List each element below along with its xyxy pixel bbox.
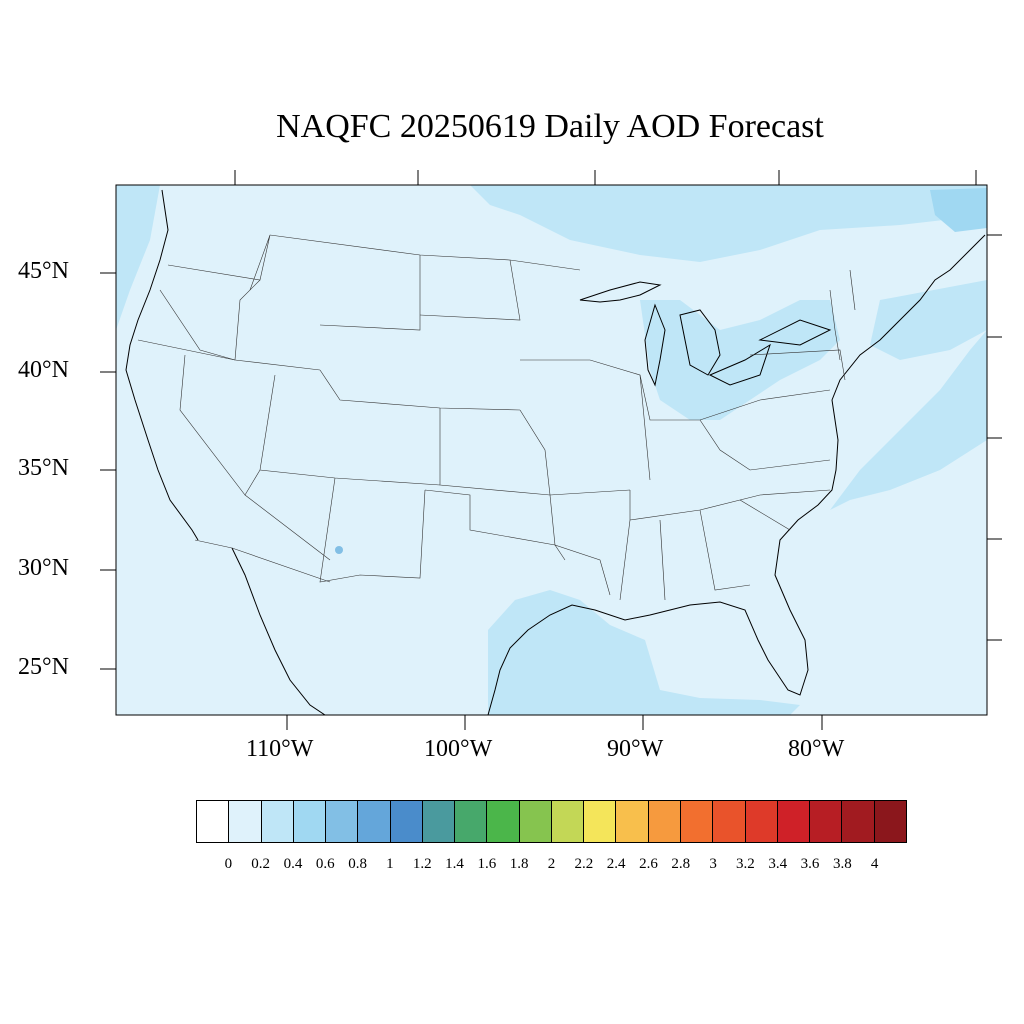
colorbar-swatch: [648, 801, 681, 842]
colorbar-swatch: [551, 801, 585, 842]
colorbar-swatch: [680, 801, 714, 842]
colorbar-swatch: [293, 801, 327, 842]
map-ticks: [100, 170, 1002, 730]
colorbar-swatch: [519, 801, 552, 842]
colorbar-swatch: [874, 801, 906, 842]
colorbar: [196, 800, 907, 843]
aod-region-atlantic: [830, 330, 987, 510]
colorbar-tick-label: 2.6: [639, 856, 658, 872]
colorbar-tick-label: 0: [224, 856, 233, 872]
lon-label-110w: 110°W: [246, 736, 314, 762]
lon-label-80w: 80°W: [788, 736, 845, 762]
map-frame: [115, 184, 988, 716]
lon-label-90w: 90°W: [607, 736, 664, 762]
colorbar-tick-label: 2: [547, 856, 556, 872]
aod-region-stlawrence: [930, 188, 987, 232]
colorbar-tick-label: 2.4: [606, 856, 626, 872]
lat-label-30: 30°N: [18, 555, 69, 581]
colorbar-swatch: [197, 801, 230, 842]
us-coastline: [125, 189, 986, 715]
colorbar-swatch: [261, 801, 294, 842]
colorbar-swatch: [422, 801, 456, 842]
colorbar-tick-label: 4: [870, 856, 879, 872]
colorbar-swatch: [842, 801, 875, 842]
lat-label-35: 35°N: [18, 455, 69, 481]
colorbar-swatch: [358, 801, 391, 842]
colorbar-swatch: [745, 801, 778, 842]
colorbar-swatch: [229, 801, 262, 842]
colorbar-tick-label: 1: [386, 856, 394, 872]
colorbar-tick-label: 2.8: [671, 856, 691, 872]
colorbar-tick-label: 3.4: [768, 856, 788, 872]
map-title: NAQFC 20250619 Daily AOD Forecast: [276, 108, 824, 145]
aod-region-pacific: [116, 185, 160, 330]
great-lakes: [579, 281, 832, 387]
aod-hotspot-newmexico: [335, 546, 343, 554]
colorbar-swatch: [487, 801, 520, 842]
aod-region-greatlakes: [640, 300, 840, 420]
colorbar-tick-label: 2.2: [574, 856, 594, 872]
colorbar-tick-label: 1.2: [412, 856, 432, 872]
lat-label-40: 40°N: [18, 357, 69, 383]
colorbar-swatch: [455, 801, 488, 842]
colorbar-swatch: [326, 801, 359, 842]
colorbar-swatch: [390, 801, 423, 842]
lon-label-100w: 100°W: [424, 736, 493, 762]
lat-label-45: 45°N: [18, 258, 69, 284]
colorbar-swatch: [777, 801, 811, 842]
colorbar-tick-label: 3.6: [800, 856, 820, 872]
colorbar-tick-label: 1.4: [445, 856, 464, 872]
colorbar-tick-label: 3.8: [832, 856, 852, 872]
aod-region-canada: [470, 185, 987, 262]
colorbar-swatch: [584, 801, 617, 842]
colorbar-swatch: [713, 801, 746, 842]
colorbar-tick-label: 1.8: [509, 856, 529, 872]
colorbar-tick-label: 3.2: [736, 856, 755, 872]
colorbar-swatch: [616, 801, 649, 842]
colorbar-tick-label: 0.8: [348, 856, 367, 872]
colorbar-tick-label: 1.6: [477, 856, 497, 872]
colorbar-tick-label: 3: [709, 856, 717, 872]
colorbar-tick-label: 0.6: [315, 856, 335, 872]
colorbar-swatch: [810, 801, 843, 842]
aod-region-northeast: [870, 280, 987, 360]
state-boundaries: [137, 234, 856, 601]
colorbar-tick-label: 0.4: [283, 856, 303, 872]
lat-label-25: 25°N: [18, 654, 69, 680]
colorbar-tick-label: 0.2: [251, 856, 270, 872]
aod-region-gulf: [488, 590, 800, 715]
